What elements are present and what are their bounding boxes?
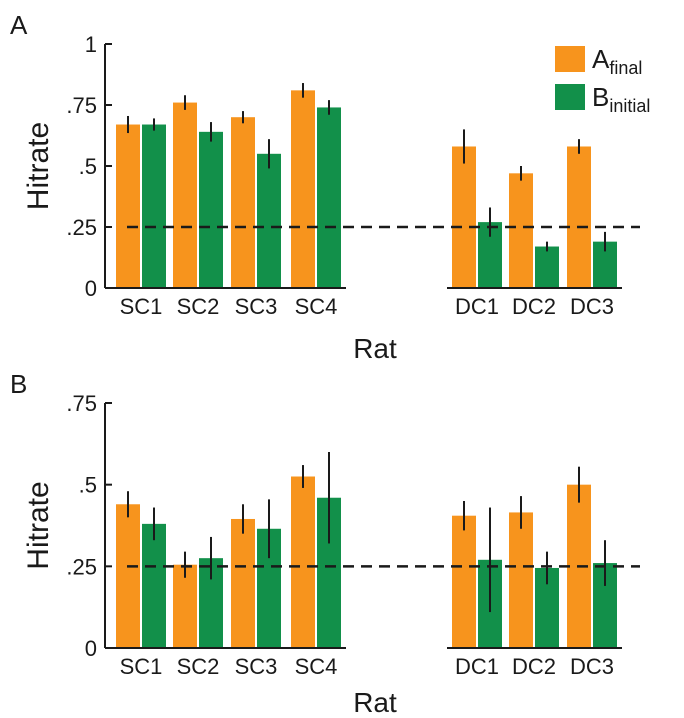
x-tick-label: SC1 [120,654,163,679]
x-tick-label: DC3 [570,294,614,319]
y-tick-label: .5 [79,154,97,179]
x-tick-label: SC2 [177,294,220,319]
bar [173,102,197,288]
x-tick-label: SC4 [295,654,338,679]
y-tick-label: 1 [85,32,97,57]
y-tick-label: .25 [66,554,97,579]
bar [142,523,166,648]
legend-entry: Binitial [592,82,650,116]
y-tick-label: .5 [79,473,97,498]
x-tick-label: DC1 [455,294,499,319]
x-tick-label: SC3 [235,654,278,679]
bar [452,515,476,648]
x-tick-label: DC2 [512,294,556,319]
bar [116,504,140,648]
x-tick-label: DC3 [570,654,614,679]
bar [452,146,476,288]
legend-entry: Afinal [592,44,642,78]
bar [509,512,533,648]
bar [291,90,315,288]
panel-b: B 0 .25 .5 .75 SC1 SC2 SC3 SC4 DC1 DC2 DC3 Rat Hitrat… [10,369,640,718]
x-axis-label: Rat [353,333,397,364]
legend-swatch [555,46,585,72]
bar [567,146,591,288]
y-axis-label: Hitrate [22,481,55,569]
y-tick-label: 0 [85,276,97,301]
x-axis-label: Rat [353,687,397,718]
x-tick-label: SC1 [120,294,163,319]
bar [173,564,197,648]
bar [317,107,341,288]
x-tick-label: DC2 [512,654,556,679]
bar [231,518,255,648]
panel-a: A 0 .25 .5 .75 1 SC1 SC2 SC3 SC4 DC1 DC2 DC3 Rat Hitra… [10,10,650,364]
bar [509,173,533,288]
bar [535,246,559,288]
bar [142,124,166,289]
bar [257,153,281,288]
y-tick-label: .75 [66,391,97,416]
legend-swatch [555,84,585,110]
bar [231,117,255,288]
y-tick-label: .25 [66,215,97,240]
panel-letter: B [10,369,27,399]
x-tick-label: DC1 [455,654,499,679]
y-tick-label: .75 [66,93,97,118]
x-tick-label: SC4 [295,294,338,319]
x-tick-label: SC3 [235,294,278,319]
y-tick-label: 0 [85,636,97,661]
bar [291,476,315,648]
y-axis-label: Hitrate [22,122,55,210]
panel-letter: A [10,10,28,40]
bar [116,124,140,289]
bar [199,131,223,288]
x-tick-label: SC2 [177,654,220,679]
